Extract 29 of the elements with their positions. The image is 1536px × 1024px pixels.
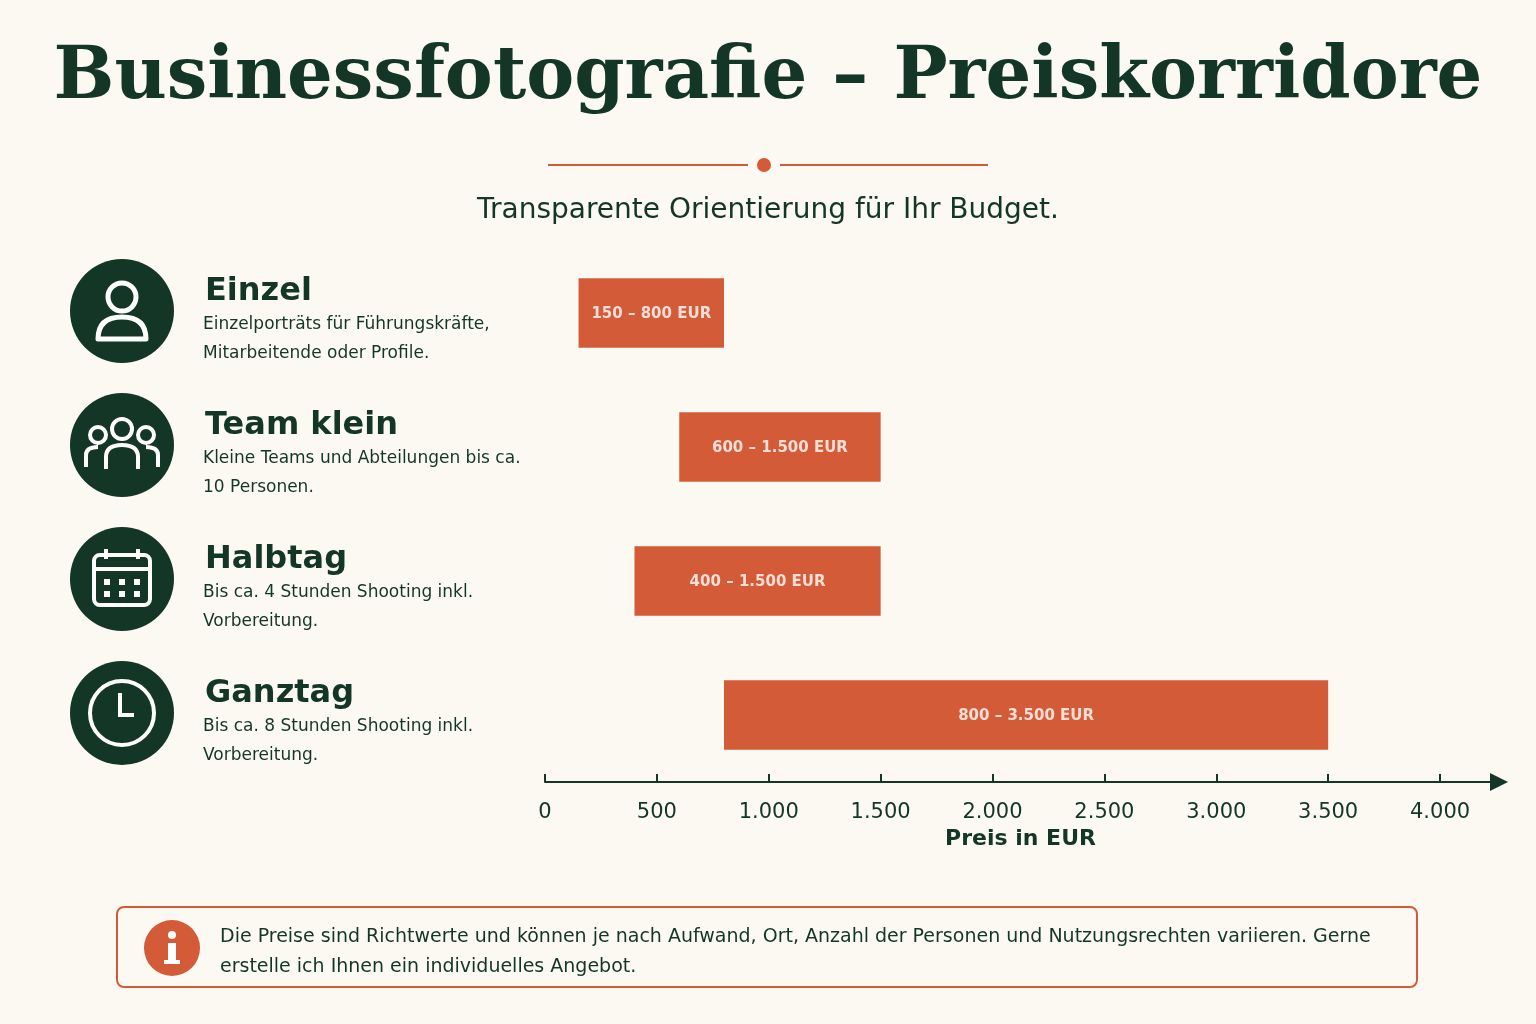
bar bbox=[578, 278, 725, 348]
chart-title: Businessfotografie – Preiskorridore bbox=[52, 30, 1484, 115]
x-tick-label: 2.000 bbox=[962, 798, 1023, 823]
bar bbox=[679, 412, 881, 482]
annotation: 600 – 1.500 EUR bbox=[712, 438, 849, 456]
text: Kleine Teams und Abteilungen bis ca. 10 Personen. bbox=[203, 446, 526, 496]
text: Bis ca. 8 Stunden Shooting inkl. Vorbereitung. bbox=[203, 714, 479, 764]
x-tick-label: 3.000 bbox=[1186, 798, 1247, 823]
x-axis-title: Preis in EUR bbox=[945, 824, 1096, 850]
chart-subtitle: Transparente Orientierung für Ihr Budget. bbox=[476, 192, 1060, 225]
x-tick-label: 1.500 bbox=[850, 798, 911, 823]
y-tick-label: Einzel bbox=[205, 270, 312, 308]
text: Einzelporträts für Führungskräfte, Mitarbeitende oder Profile. bbox=[203, 312, 496, 362]
x-tick-label: 1.000 bbox=[738, 798, 799, 823]
y-tick-label: Team klein bbox=[205, 404, 399, 442]
y-tick-label: Halbtag bbox=[205, 538, 348, 576]
bar bbox=[724, 680, 1329, 750]
y-tick-label: Ganztag bbox=[205, 672, 355, 710]
bar bbox=[634, 546, 881, 616]
annotation: 400 – 1.500 EUR bbox=[689, 572, 826, 590]
annotation: 150 – 800 EUR bbox=[591, 304, 712, 322]
x-tick-label: 3.500 bbox=[1298, 798, 1359, 823]
x-tick-label: 2.500 bbox=[1074, 798, 1135, 823]
annotation: 800 – 3.500 EUR bbox=[958, 706, 1095, 724]
text: Die Preise sind Richtwerte und können je nach Aufwand, Ort, Anzahl der Personen und Nutzungsrechten variieren. Gerne erstelle ich Ihnen ein individuelles Angebot. bbox=[220, 923, 1372, 978]
x-tick-label: 0 bbox=[538, 798, 552, 823]
text: Bis ca. 4 Stunden Shooting inkl. Vorbereitung. bbox=[203, 580, 479, 630]
x-tick-label: 4.000 bbox=[1410, 798, 1471, 823]
x-tick-label: 500 bbox=[636, 798, 677, 823]
